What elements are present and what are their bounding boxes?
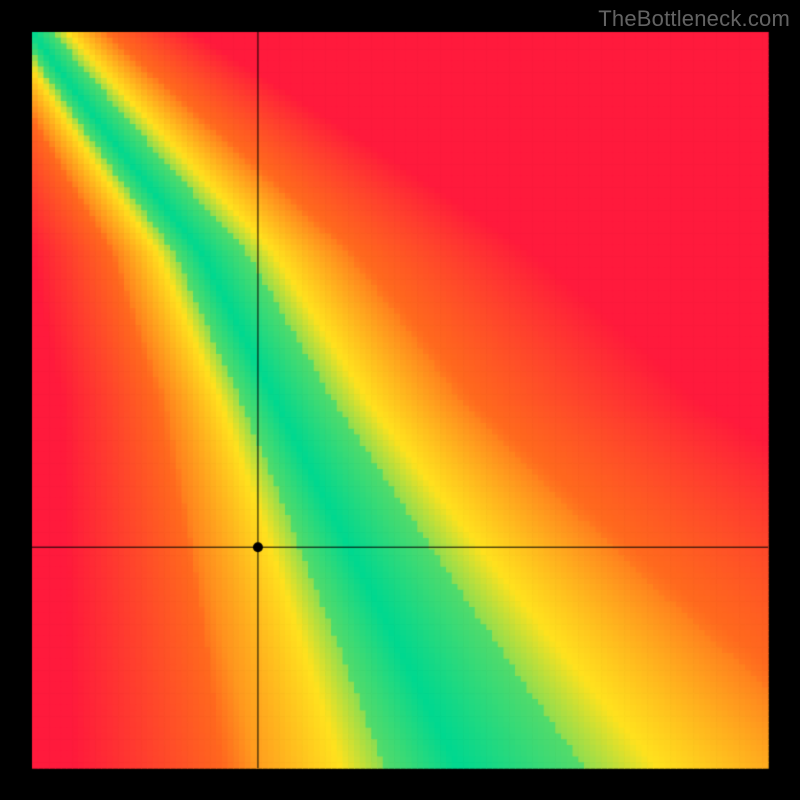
heatmap-canvas bbox=[0, 0, 800, 800]
watermark-text: TheBottleneck.com bbox=[598, 6, 790, 32]
